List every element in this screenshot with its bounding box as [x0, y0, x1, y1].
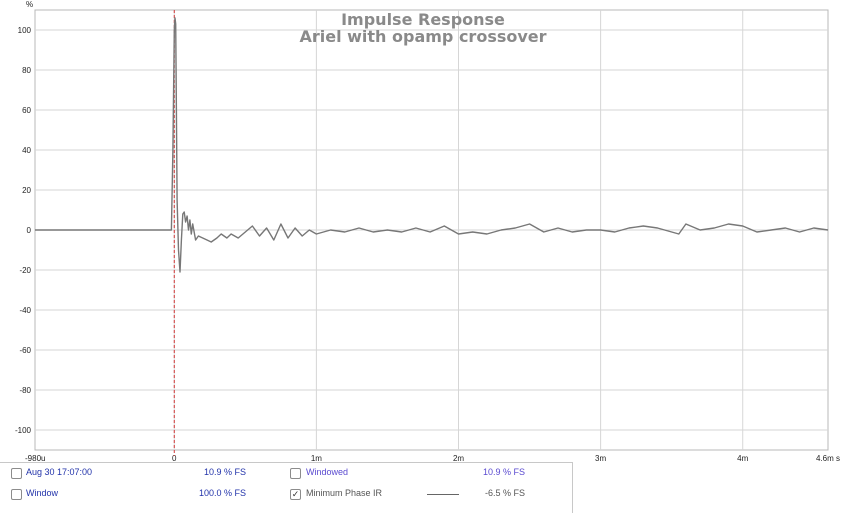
minimum-phase-checkbox[interactable]: ✓ [290, 489, 301, 500]
y-tick-label: 40 [22, 146, 31, 155]
y-tick-label: 0 [27, 226, 32, 235]
x-tick-label: 4m [737, 454, 748, 462]
y-tick-label: 100 [18, 26, 32, 35]
minimum-phase-label[interactable]: Minimum Phase IR [306, 488, 383, 498]
measurement-checkbox[interactable] [11, 468, 22, 479]
legend-panel: Aug 30 17:07:00 10.9 % FS Windowed 10.9 … [0, 462, 573, 513]
x-tick-label: 4.6m s [816, 454, 840, 462]
y-tick-label: 60 [22, 106, 31, 115]
impulse-response-line [35, 17, 829, 273]
x-tick-label: 2m [453, 454, 464, 462]
y-tick-label: -100 [15, 426, 32, 435]
y-tick-label: -80 [19, 386, 31, 395]
measurement-value: 10.9 % FS [203, 467, 246, 477]
windowed-label[interactable]: Windowed [306, 467, 349, 477]
minimum-phase-line-swatch [427, 494, 459, 495]
x-tick-label: 3m [595, 454, 606, 462]
window-value: 100.0 % FS [198, 488, 246, 498]
windowed-checkbox[interactable] [290, 468, 301, 479]
y-tick-label: -20 [19, 266, 31, 275]
chart-axes: 100 80 60 40 20 0 -20 -40 -60 -80 -100 -980u 0 1m 2m 3m… [15, 10, 840, 462]
minimum-phase-value: -6.5 % FS [484, 488, 525, 498]
windowed-value: 10.9 % FS [482, 467, 525, 477]
legend-row-measurement: Aug 30 17:07:00 10.9 % FS Windowed 10.9 … [0, 463, 572, 483]
y-axis-unit-label: % [26, 0, 33, 9]
y-tick-label: -40 [19, 306, 31, 315]
y-tick-label: 20 [22, 186, 31, 195]
x-tick-label: 0 [172, 454, 177, 462]
measurement-date-label[interactable]: Aug 30 17:07:00 [26, 467, 93, 477]
y-tick-label: 80 [22, 66, 31, 75]
x-tick-label: -980u [25, 454, 45, 462]
window-checkbox[interactable] [11, 489, 22, 500]
x-tick-label: 1m [311, 454, 322, 462]
legend-row-window: Window 100.0 % FS ✓ Minimum Phase IR -6.… [0, 484, 572, 504]
window-label[interactable]: Window [26, 488, 59, 498]
chart-series [35, 17, 829, 273]
chart-subtitle: Ariel with opamp crossover [299, 27, 546, 46]
chart-title: Impulse Response [341, 10, 505, 29]
impulse-response-chart: 100 80 60 40 20 0 -20 -40 -60 -80 -100 -980u 0 1m 2m 3m… [15, 0, 840, 462]
y-tick-label: -60 [19, 346, 31, 355]
